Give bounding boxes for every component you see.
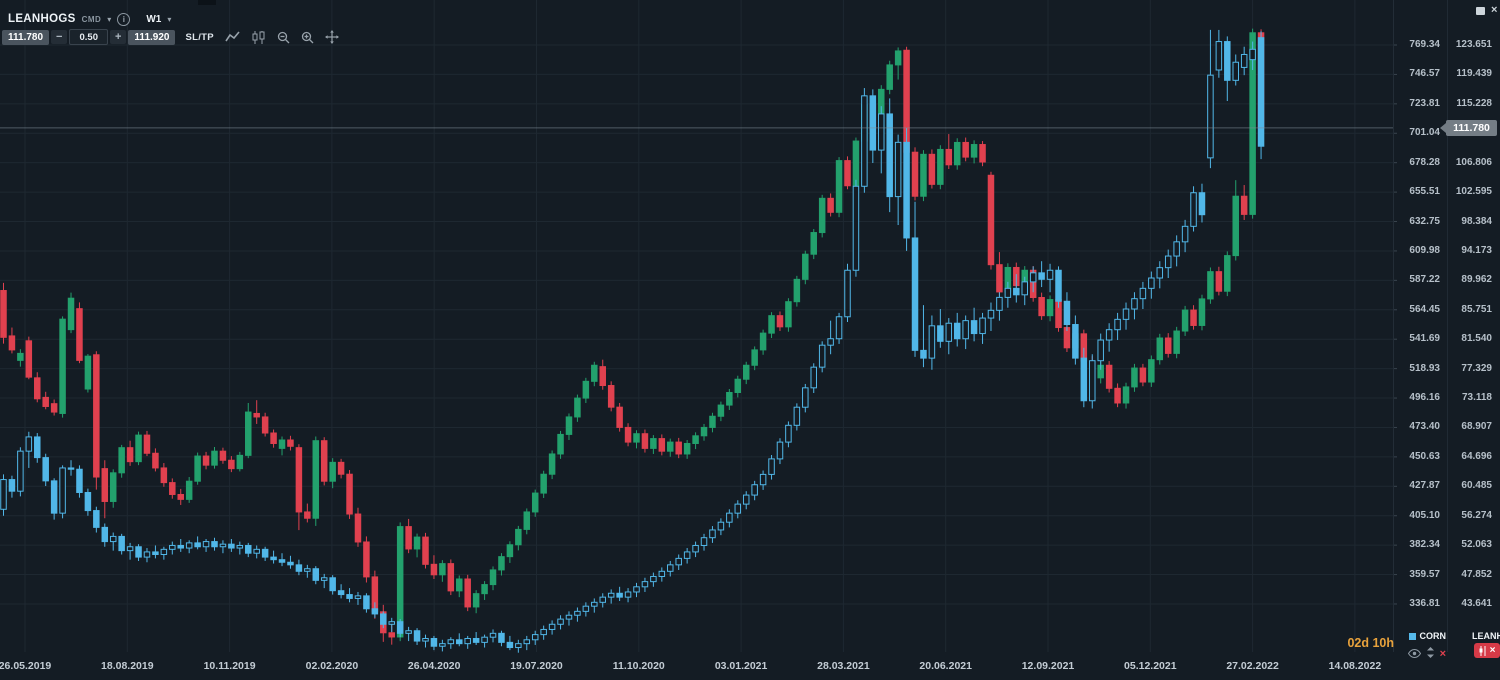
leanhogs-tick-label: 43.641 <box>1461 597 1492 609</box>
date-tick-label: 28.03.2021 <box>817 660 870 672</box>
corn-tick-label: 587.22 <box>1409 274 1440 286</box>
date-tick-label: 10.11.2019 <box>203 660 256 672</box>
volume-field[interactable]: 0.50 <box>69 29 108 45</box>
date-tick-label: 12.09.2021 <box>1021 660 1075 672</box>
price-axis[interactable] <box>1393 0 1500 652</box>
legend-corn[interactable]: CORN <box>1404 631 1446 641</box>
corn-legend-label: CORN <box>1419 631 1447 641</box>
corn-tick-label: 405.10 <box>1409 509 1440 521</box>
leanhogs-tick-label: 89.962 <box>1461 274 1492 286</box>
timeframe-selector[interactable]: W1 <box>146 13 162 25</box>
corn-tick-label: 427.87 <box>1409 480 1440 492</box>
leanhogs-tick-label: 73.118 <box>1461 392 1492 404</box>
expiry-countdown: 02d 10h <box>1347 636 1394 650</box>
trade-panel: 111.780 − 0.50 + 111.920 SL/TP <box>2 29 339 45</box>
corn-tick-label: 564.45 <box>1409 303 1440 315</box>
leanhogs-tick-label: 119.439 <box>1456 68 1492 80</box>
corn-tick-label: 723.81 <box>1409 97 1440 109</box>
sl-tp-label[interactable]: SL/TP <box>185 31 214 43</box>
corn-tick-label: 382.34 <box>1409 539 1440 551</box>
symbol-caret-icon[interactable]: ▾ <box>107 14 112 24</box>
timeframe-caret-icon[interactable]: ▾ <box>167 14 172 24</box>
leanhogs-tick-label: 52.063 <box>1461 539 1492 551</box>
date-tick-label: 19.07.2020 <box>510 660 563 672</box>
corn-tick-label: 678.28 <box>1409 156 1440 168</box>
leanhogs-tick-label: 77.329 <box>1461 362 1492 374</box>
corn-tick-label: 496.16 <box>1409 392 1440 404</box>
date-tick-label: 03.01.2021 <box>714 660 768 672</box>
increase-volume-button[interactable]: + <box>109 30 127 44</box>
date-tick-label: 02.02.2020 <box>305 660 359 672</box>
eye-icon[interactable] <box>1407 645 1421 663</box>
legend-leanhogs[interactable]: LEANHO.. <box>1468 631 1500 641</box>
corn-tick-label: 769.34 <box>1409 39 1440 50</box>
date-tick-label: 18.08.2019 <box>101 660 154 672</box>
leanhogs-tick-label: 115.228 <box>1456 97 1492 109</box>
corn-tick-label: 450.63 <box>1409 450 1440 462</box>
zoom-in-icon[interactable] <box>301 31 314 44</box>
leanhogs-tick-label: 85.751 <box>1461 303 1492 315</box>
leanhogs-tick-label: 123.651 <box>1455 39 1492 50</box>
leanhogs-tick-label: 94.173 <box>1461 244 1492 256</box>
bid-button[interactable]: 111.780 <box>2 29 50 45</box>
corn-tick-label: 746.57 <box>1409 68 1440 80</box>
ask-button[interactable]: 111.920 <box>128 29 176 45</box>
close-window-icon[interactable]: × <box>1491 4 1498 16</box>
close-position-button[interactable]: × <box>1474 643 1500 658</box>
date-tick-label: 27.02.2022 <box>1226 660 1279 672</box>
corn-tick-label: 541.69 <box>1409 333 1440 345</box>
corn-tick-label: 655.51 <box>1409 186 1440 198</box>
leanhogs-tick-label: 47.852 <box>1461 568 1492 580</box>
leanhogs-tick-label: 68.907 <box>1461 421 1492 433</box>
top-notch <box>198 0 216 5</box>
window-controls: × <box>1476 4 1498 16</box>
corn-legend-controls: × <box>1404 645 1446 663</box>
corn-tick-label: 609.98 <box>1409 244 1440 256</box>
decrease-volume-button[interactable]: − <box>51 30 68 44</box>
corn-tick-label: 336.81 <box>1409 597 1440 609</box>
corn-swatch <box>1408 632 1416 640</box>
leanhogs-tick-label: 56.274 <box>1461 509 1492 521</box>
corn-tick-label: 632.75 <box>1409 215 1440 227</box>
leanhogs-tick-label: 60.485 <box>1461 480 1492 492</box>
corn-tick-label: 701.04 <box>1409 127 1440 139</box>
reorder-icon[interactable] <box>1426 645 1435 663</box>
date-tick-label: 26.04.2020 <box>407 660 461 672</box>
symbol-name[interactable]: LEANHOGS <box>8 13 76 25</box>
market-label: CMD <box>81 14 102 24</box>
corn-tick-label: 518.93 <box>1409 362 1440 374</box>
candlestick-icon[interactable] <box>252 30 266 44</box>
restore-window-icon[interactable] <box>1476 6 1485 15</box>
date-tick-label: 20.06.2021 <box>919 660 972 672</box>
symbol-header: LEANHOGS CMD ▾ i W1 ▾ <box>8 11 171 27</box>
leanhogs-tick-label: 102.595 <box>1455 186 1492 198</box>
leanhogs-tick-label: 98.384 <box>1461 215 1492 227</box>
date-tick-label: 05.12.2021 <box>1124 660 1177 672</box>
leanhogs-legend-label: LEANHO.. <box>1472 631 1500 641</box>
current-price-tag: 111.780 <box>1440 119 1497 136</box>
leanhogs-tick-label: 106.806 <box>1455 156 1492 168</box>
corn-tick-label: 359.57 <box>1409 568 1440 580</box>
candle-glyph-icon <box>1479 645 1486 656</box>
zoom-out-icon[interactable] <box>277 31 290 44</box>
date-tick-label: 11.10.2020 <box>612 660 665 672</box>
date-tick-label: 14.08.2022 <box>1328 660 1382 672</box>
leanhogs-tick-label: 81.540 <box>1461 333 1492 345</box>
line-chart-icon[interactable] <box>225 31 241 43</box>
info-icon[interactable]: i <box>117 12 131 26</box>
crosshair-move-icon[interactable] <box>324 30 339 44</box>
leanhogs-tick-label: 64.696 <box>1461 450 1492 462</box>
axis-divider <box>1447 0 1448 652</box>
close-position-x-icon: × <box>1489 644 1496 656</box>
date-tick-label: 26.05.2019 <box>0 660 52 672</box>
corn-tick-label: 473.40 <box>1409 421 1440 433</box>
remove-corn-icon[interactable]: × <box>1439 648 1446 660</box>
